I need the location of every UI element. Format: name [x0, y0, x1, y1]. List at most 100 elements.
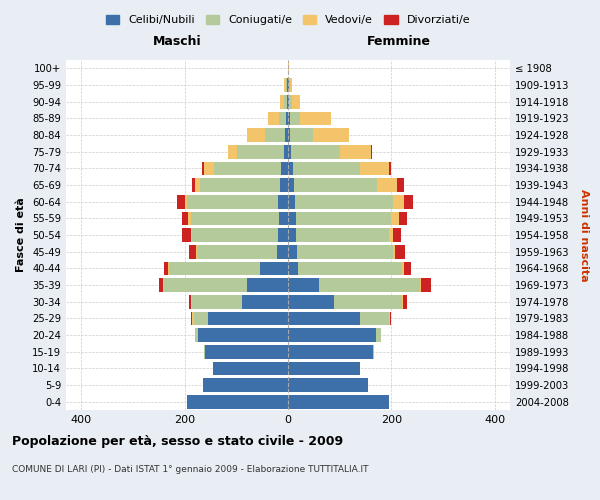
Bar [190, 245, 196, 258]
Bar [279, 112, 286, 125]
Bar [242, 295, 288, 308]
Bar [194, 312, 208, 325]
Bar [247, 278, 288, 292]
Bar [393, 228, 401, 242]
Bar [213, 362, 288, 375]
Bar [208, 312, 288, 325]
Bar [169, 262, 260, 275]
Bar [401, 262, 404, 275]
Bar [182, 228, 191, 242]
Bar [288, 262, 298, 275]
Bar [377, 178, 397, 192]
Bar [373, 345, 374, 358]
Bar [164, 278, 247, 292]
Bar [228, 145, 238, 158]
Bar [395, 245, 404, 258]
Bar [404, 195, 413, 208]
Bar [238, 145, 284, 158]
Bar [394, 195, 404, 208]
Bar [288, 312, 360, 325]
Bar [290, 112, 300, 125]
Bar [360, 162, 389, 175]
Bar [296, 212, 391, 225]
Bar [168, 262, 169, 275]
Bar [294, 178, 377, 192]
Bar [288, 178, 294, 192]
Bar [288, 162, 293, 175]
Bar [280, 95, 284, 108]
Bar [298, 262, 401, 275]
Bar [389, 228, 393, 242]
Bar [163, 278, 164, 292]
Bar [401, 295, 403, 308]
Bar [300, 112, 331, 125]
Bar [202, 162, 205, 175]
Bar [297, 245, 393, 258]
Bar [268, 112, 279, 125]
Text: COMUNE DI LARI (PI) - Dati ISTAT 1° gennaio 2009 - Elaborazione TUTTITALIA.IT: COMUNE DI LARI (PI) - Dati ISTAT 1° genn… [12, 465, 368, 474]
Bar [188, 212, 191, 225]
Bar [191, 212, 279, 225]
Bar [194, 178, 200, 192]
Bar [281, 162, 288, 175]
Bar [404, 262, 412, 275]
Bar [288, 345, 373, 358]
Bar [203, 378, 288, 392]
Bar [284, 145, 288, 158]
Bar [288, 112, 290, 125]
Bar [205, 162, 214, 175]
Bar [191, 228, 193, 242]
Bar [185, 195, 187, 208]
Bar [288, 95, 289, 108]
Bar [376, 328, 381, 342]
Bar [288, 378, 368, 392]
Text: Femmine: Femmine [367, 36, 431, 49]
Bar [391, 212, 399, 225]
Bar [192, 312, 194, 325]
Bar [287, 95, 288, 108]
Bar [288, 328, 376, 342]
Bar [191, 295, 193, 308]
Bar [279, 212, 288, 225]
Bar [187, 395, 288, 408]
Bar [288, 128, 290, 142]
Bar [296, 228, 389, 242]
Bar [278, 195, 288, 208]
Bar [340, 145, 371, 158]
Bar [164, 262, 168, 275]
Bar [288, 195, 295, 208]
Bar [313, 128, 349, 142]
Bar [288, 278, 319, 292]
Bar [390, 312, 391, 325]
Y-axis label: Fasce di età: Fasce di età [16, 198, 26, 272]
Bar [278, 228, 288, 242]
Bar [292, 95, 300, 108]
Bar [260, 262, 288, 275]
Bar [288, 362, 360, 375]
Bar [200, 178, 280, 192]
Bar [288, 395, 389, 408]
Bar [193, 228, 278, 242]
Legend: Celibi/Nubili, Coniugati/e, Vedovi/e, Divorziati/e: Celibi/Nubili, Coniugati/e, Vedovi/e, Di… [101, 10, 475, 30]
Bar [189, 295, 191, 308]
Bar [288, 295, 334, 308]
Bar [290, 78, 292, 92]
Bar [187, 195, 278, 208]
Bar [192, 178, 194, 192]
Bar [286, 112, 288, 125]
Text: Popolazione per età, sesso e stato civile - 2009: Popolazione per età, sesso e stato civil… [12, 435, 343, 448]
Bar [214, 162, 281, 175]
Bar [295, 195, 394, 208]
Bar [177, 195, 185, 208]
Bar [191, 312, 192, 325]
Bar [288, 228, 296, 242]
Bar [280, 178, 288, 192]
Bar [288, 145, 290, 158]
Bar [403, 295, 407, 308]
Bar [205, 345, 288, 358]
Bar [397, 178, 404, 192]
Bar [288, 245, 297, 258]
Bar [284, 78, 286, 92]
Bar [393, 245, 395, 258]
Bar [290, 145, 340, 158]
